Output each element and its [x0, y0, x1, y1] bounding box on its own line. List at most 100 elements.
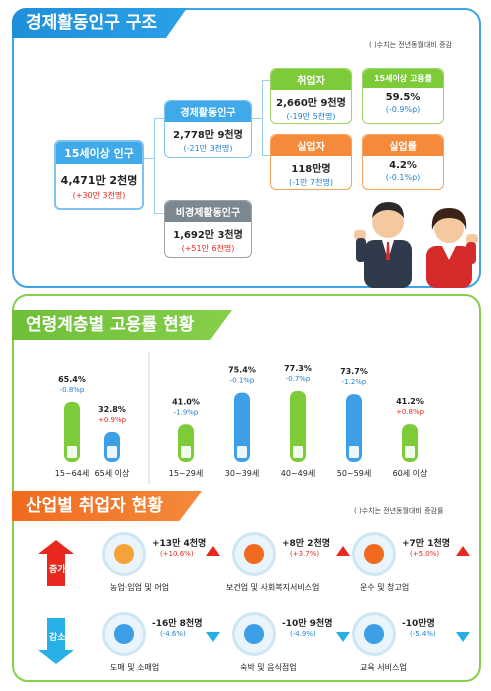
industry-name: 도매 및 소매업 [110, 663, 160, 672]
inactive-population-label: 비경제활동인구 [165, 201, 251, 222]
industry-value: +7만 1천명 [402, 539, 451, 549]
bar-change-label: -0.7%p [286, 375, 311, 383]
category-tick-label: 15~64세 [55, 469, 89, 478]
active-population-value: 2,778만 9천명 [173, 130, 243, 141]
industry-name: 농업·임업 및 어업 [110, 583, 170, 592]
population-15-box: 15세이상 인구 4,471만 2천명 (+30만 3천명) [54, 140, 144, 210]
employed-change: (-19만 5천명) [286, 112, 336, 121]
industry-value: -16만 8천명 [152, 619, 203, 629]
industry-item: -16만 8천명 (-4.6%) 도매 및 소매업 [102, 612, 222, 678]
population-15-value: 4,471만 2천명 [60, 174, 138, 187]
labor-force-structure-panel: 경제활동인구 구조 ( )수치는 전년동월대비 증감 15세이상 인구 4,47… [12, 8, 481, 288]
truck-icon [352, 532, 396, 576]
unemployed-box: 실업자 118만명 (-1만 7천명) [270, 134, 352, 190]
document-icon [67, 446, 77, 458]
tree-connector [252, 118, 262, 119]
trend-up-icon [456, 546, 470, 556]
increase-arrow-tag [38, 540, 74, 586]
bar-value-label: 77.3% [284, 364, 312, 373]
bar-value-label: 32.8% [98, 405, 126, 414]
category-tick-label: 65세 이상 [95, 468, 130, 478]
bar-change-label: -0.8%p [60, 386, 85, 394]
trend-down-icon [456, 632, 470, 642]
unemployment-rate-change: (-0.1%p) [385, 173, 421, 182]
document-icon [181, 446, 191, 458]
employment-rate-change: (-0.9%p) [385, 105, 421, 114]
unemployment-rate-box: 실업률 4.2% (-0.1%p) [362, 134, 444, 190]
dining-icon [232, 612, 276, 656]
population-15-change: (+30만 3천명) [72, 191, 126, 200]
unemployment-rate-value: 4.2% [389, 160, 417, 171]
bar-value-label: 75.4% [228, 366, 256, 375]
document-icon [293, 446, 303, 458]
trend-down-icon [336, 632, 350, 642]
inactive-population-value: 1,692만 3천명 [173, 230, 243, 241]
bar-change-label: -1.9%p [174, 408, 199, 416]
trend-up-icon [336, 546, 350, 556]
employed-box: 취업자 2,660만 9천명 (-19만 5천명) [270, 68, 352, 124]
trend-up-icon [206, 546, 220, 556]
document-icon [349, 446, 359, 458]
business-people-illustration [354, 202, 478, 288]
industry-value: -10만 9천명 [282, 619, 333, 629]
active-population-label: 경제활동인구 [165, 101, 251, 122]
bar-change-label: +0.8%p [396, 408, 425, 416]
age-employment-title: 연령계층별 고용률 현황 [12, 310, 232, 340]
industry-name: 보건업 및 사회복지서비스업 [226, 583, 320, 592]
bar-value-label: 73.7% [340, 367, 368, 376]
tree-connector [262, 80, 272, 156]
first-aid-icon [232, 532, 276, 576]
industry-employment-title: 산업별 취업자 현황 [12, 491, 202, 521]
trend-down-icon [206, 632, 220, 642]
industry-value: +13만 4천명 [152, 539, 207, 549]
unemployed-change: (-1만 7천명) [289, 178, 333, 187]
employed-label: 취업자 [271, 69, 351, 90]
inactive-population-change: (+51만 6천명) [181, 244, 235, 253]
wheat-icon [102, 532, 146, 576]
document-icon [237, 446, 247, 458]
decrease-label: 감소 [49, 633, 66, 643]
industry-change: (-5.4%) [410, 630, 436, 638]
industry-item: +13만 4천명 (+10.6%) 농업·임업 및 어업 [102, 532, 222, 598]
decrease-arrow-tag [38, 618, 74, 664]
unemployment-rate-label: 실업률 [363, 135, 443, 156]
employment-rate-box: 15세이상 고용률 59.5% (-0.9%p) [362, 68, 444, 124]
document-icon [107, 446, 117, 458]
industry-item: -10만 9천명 (-4.9%) 숙박 및 음식점업 [232, 612, 352, 678]
category-tick-label: 60세 이상 [393, 468, 428, 478]
industry-value: +8만 2천명 [282, 539, 331, 549]
bar-change-label: -1.2%p [342, 378, 367, 386]
employed-value: 2,660만 9천명 [276, 98, 346, 109]
employment-rate-value: 59.5% [385, 92, 421, 103]
bar-value-label: 65.4% [58, 375, 86, 384]
industry-value: -10만명 [402, 619, 435, 629]
bar [234, 392, 250, 462]
category-tick-label: 40~49세 [281, 469, 315, 478]
industry-name: 교육 서비스업 [360, 663, 407, 672]
bar [346, 394, 362, 462]
industry-item: -10만명 (-5.4%) 교육 서비스업 [352, 612, 472, 678]
bar [290, 390, 306, 462]
document-icon [405, 446, 415, 458]
industry-item: +7만 1천명 (+5.0%) 운수 및 창고업 [352, 532, 472, 598]
age-employment-chart: 65.4% -0.8%p 15~64세 32.8% +0.9%p 65세 이상 41.0% -… [55, 352, 428, 484]
basket-icon [102, 612, 146, 656]
industry-change: (+10.6%) [160, 550, 194, 558]
graduation-cap-icon [352, 612, 396, 656]
unemployed-value: 118만명 [291, 164, 331, 175]
employment-rate-label: 15세이상 고용률 [363, 69, 443, 88]
industry-note: ( )수치는 전년동월대비 증감률 [354, 507, 444, 515]
category-tick-label: 50~59세 [337, 469, 371, 478]
bar-value-label: 41.2% [396, 397, 424, 406]
increase-label: 증가 [49, 565, 66, 575]
active-population-box: 경제활동인구 2,778만 9천명 (-21만 3천명) [164, 100, 252, 158]
section-note: ( )수치는 전년동월대비 증감 [369, 41, 452, 49]
industry-change: (-4.6%) [160, 630, 186, 638]
industry-change: (+3.7%) [290, 550, 320, 558]
bar-value-label: 41.0% [172, 397, 200, 406]
industry-name: 운수 및 창고업 [360, 583, 410, 592]
category-tick-label: 30~39세 [225, 469, 259, 478]
industry-name: 숙박 및 음식점업 [240, 663, 297, 672]
tree-connector [154, 118, 168, 214]
industry-change: (+5.0%) [410, 550, 440, 558]
